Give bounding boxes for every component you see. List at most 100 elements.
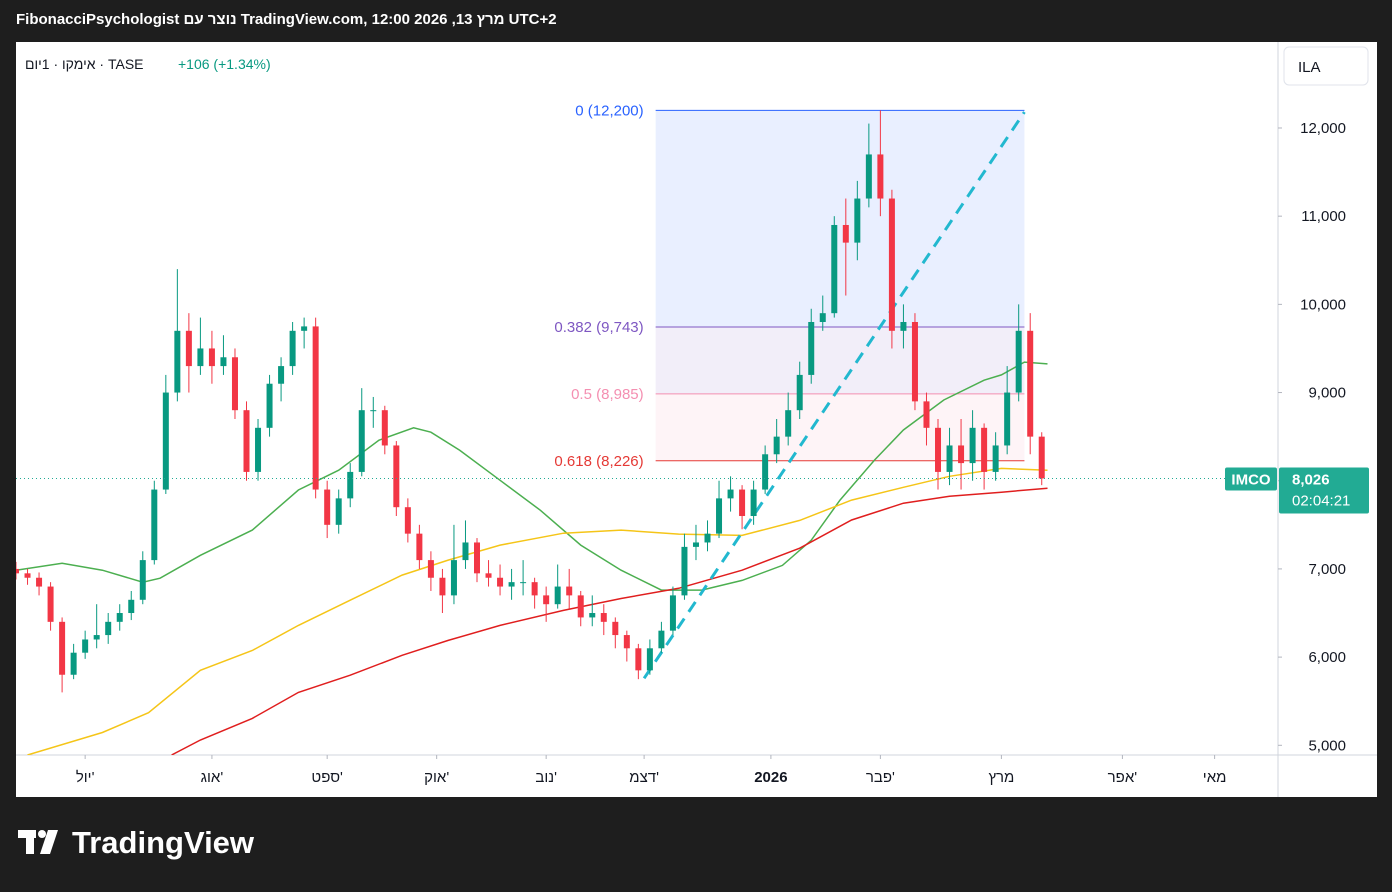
candle-body	[381, 410, 388, 446]
candle-body	[393, 445, 400, 508]
candle-body	[278, 366, 285, 384]
candle-body	[462, 542, 469, 561]
candle-body	[128, 599, 135, 614]
candle-body	[646, 648, 653, 671]
y-tick-label: 5,000	[1308, 737, 1346, 754]
last-price-label: 8,026	[1292, 471, 1330, 488]
candle-body	[612, 621, 619, 636]
y-tick-label: 12,000	[1300, 120, 1346, 137]
candle-body	[888, 198, 895, 331]
candle-body	[969, 427, 976, 464]
candle-body	[439, 577, 446, 596]
candle-body	[854, 198, 861, 243]
candle-body	[266, 383, 273, 428]
y-tick-label: 6,000	[1308, 649, 1346, 666]
candle-body	[497, 577, 504, 587]
x-tick-label: פבר'	[866, 769, 895, 786]
candle-body	[623, 635, 630, 649]
candle-body	[16, 568, 19, 574]
candle-body	[335, 498, 342, 525]
candle-body	[59, 621, 66, 675]
candle-body	[404, 507, 411, 534]
x-tick-label: נוב'	[535, 769, 557, 786]
candle-body	[543, 595, 550, 605]
x-tick-label: 2026	[754, 769, 787, 786]
candle-body	[842, 224, 849, 243]
candle-body	[577, 595, 584, 618]
x-tick-label: אוג'	[201, 769, 224, 786]
candle-body	[727, 489, 734, 499]
candle-body	[243, 410, 250, 472]
fib-band	[655, 110, 1025, 328]
plot-area: 0 (12,200) 0.382 (9,743) 0.5 (8,985) 0.618 …	[16, 102, 1278, 755]
candle-body	[105, 621, 112, 636]
candle-body	[24, 573, 31, 578]
candle-body	[600, 613, 607, 622]
candle-body	[992, 445, 999, 472]
candle-body	[692, 542, 699, 547]
fib-band	[655, 393, 1025, 461]
candle-body	[750, 489, 757, 517]
fib-label: 0.618 (8,226)	[554, 453, 643, 470]
candle-body	[70, 652, 77, 675]
candle-body	[716, 498, 723, 534]
candle-body	[785, 410, 792, 437]
fib-label: 0 (12,200)	[575, 102, 643, 119]
candle-body	[669, 595, 676, 631]
currency: ILA	[1298, 59, 1321, 76]
header-text: FibonacciPsychologist נוצר עם TradingVie…	[16, 11, 557, 28]
candle-body	[208, 348, 215, 367]
candle-body	[681, 546, 688, 596]
x-tick-label: אוק'	[424, 769, 449, 786]
currency-box[interactable]	[1283, 46, 1369, 86]
fib-label: 0.5 (8,985)	[571, 386, 644, 403]
candle-body	[301, 326, 308, 331]
candle-body	[1004, 392, 1011, 446]
candle-body	[831, 224, 838, 314]
candle-body	[900, 321, 907, 331]
x-tick-label: מרץ	[988, 769, 1014, 786]
logo-part	[40, 830, 58, 854]
y-tick-label: 7,000	[1308, 561, 1346, 578]
candle-body	[658, 630, 665, 649]
candle-body	[289, 330, 296, 367]
candle-body	[370, 410, 377, 412]
candle-body	[450, 560, 457, 596]
candle-body	[485, 573, 492, 578]
candle-body	[819, 313, 826, 322]
candle-body	[324, 489, 331, 525]
candle-body	[312, 326, 319, 490]
symbol-tag-box	[1225, 467, 1277, 491]
candle-body	[47, 586, 54, 622]
moving-average	[16, 361, 1048, 591]
candle-body	[416, 533, 423, 561]
candle-body	[174, 330, 181, 393]
candle-body	[1015, 330, 1022, 393]
candle-body	[1027, 330, 1034, 437]
candle-body	[739, 489, 746, 517]
legend-symbol: אימקו · 1יום · TASE	[25, 56, 144, 72]
candle-body	[162, 392, 169, 490]
candle-body	[185, 330, 192, 367]
x-tick-label: אפר'	[1108, 769, 1138, 786]
candle-body	[508, 582, 515, 587]
logo-part	[38, 830, 46, 838]
candle-body	[865, 154, 872, 199]
y-tick-label: 11,000	[1301, 208, 1346, 225]
candle-body	[531, 582, 538, 596]
candle-body	[958, 445, 965, 464]
candle-body	[704, 533, 711, 543]
candle-body	[116, 613, 123, 622]
moving-average	[27, 467, 1048, 755]
candle-body	[762, 454, 769, 490]
candle-body	[220, 357, 227, 367]
footer-logo: TradingView	[72, 825, 255, 860]
candle-body	[946, 445, 953, 472]
candle-body	[36, 577, 43, 587]
candle-body	[923, 401, 930, 428]
x-tick-label: דצמ'	[629, 769, 659, 786]
x-tick-label: יול'	[76, 769, 95, 786]
candle-body	[82, 639, 89, 653]
x-tick-label: מאי	[1203, 769, 1227, 786]
